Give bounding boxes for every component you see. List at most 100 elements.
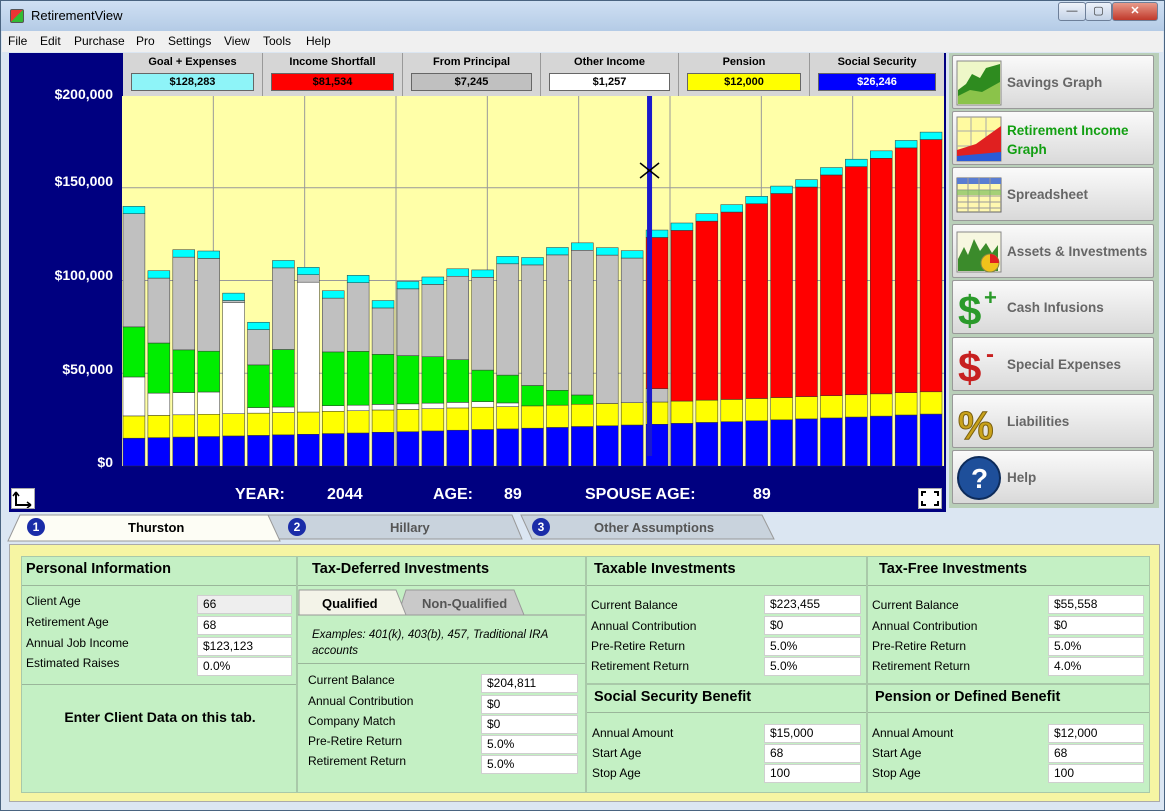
menu-pro[interactable]: Pro bbox=[136, 34, 155, 48]
sidebar-item-special-expenses[interactable]: $ - Special Expenses bbox=[952, 337, 1154, 391]
bar-segment bbox=[346, 282, 370, 352]
subtab-label: Qualified bbox=[322, 596, 378, 611]
tab-thurston[interactable]: 1 Thurston bbox=[10, 514, 276, 539]
bar-segment bbox=[247, 321, 270, 330]
annual-contribution-field[interactable]: $0 bbox=[1048, 616, 1144, 635]
bar-segment bbox=[670, 222, 694, 231]
bar-segment bbox=[496, 402, 519, 407]
company-match-field[interactable]: $0 bbox=[481, 715, 578, 734]
legend-value: $26,246 bbox=[818, 73, 936, 91]
sidebar-item-cash-infusions[interactable]: $ + Cash Infusions bbox=[952, 280, 1154, 334]
tab-other-assumptions[interactable]: 3 Other Assumptions bbox=[522, 514, 772, 539]
start-age-field[interactable]: 68 bbox=[764, 744, 861, 763]
y-tick-label: $50,000 bbox=[62, 361, 113, 377]
current-balance-field[interactable]: $223,455 bbox=[764, 595, 861, 614]
bar-segment bbox=[845, 158, 868, 167]
maximize-button[interactable]: ▢ bbox=[1085, 2, 1112, 21]
bar-segment bbox=[571, 250, 594, 396]
current-balance-label: Current Balance bbox=[308, 673, 395, 687]
subtab-non-qualified[interactable]: Non-Qualified bbox=[408, 590, 518, 615]
current-balance-field[interactable]: $55,558 bbox=[1048, 595, 1144, 614]
stop-age-field[interactable]: 100 bbox=[764, 764, 861, 783]
sidebar-item-label: Assets & Investments bbox=[1007, 244, 1148, 259]
menu-purchase[interactable]: Purchase bbox=[74, 34, 125, 48]
job-income-field[interactable]: $123,123 bbox=[197, 637, 292, 656]
sidebar-item-retirement-income-graph[interactable]: Retirement Income Graph bbox=[952, 111, 1154, 165]
client-age-field[interactable]: 66 bbox=[197, 595, 292, 614]
bar-segment bbox=[446, 359, 469, 403]
menu-view[interactable]: View bbox=[224, 34, 250, 48]
annual-amount-field[interactable]: $12,000 bbox=[1048, 724, 1144, 743]
annual-contribution-field[interactable]: $0 bbox=[764, 616, 861, 635]
bar-segment bbox=[496, 406, 519, 430]
retirement-income-graph-icon bbox=[956, 116, 1002, 162]
retirement-return-field[interactable]: 4.0% bbox=[1048, 657, 1144, 676]
bar-segment bbox=[197, 436, 220, 467]
stop-age-label: Stop Age bbox=[872, 766, 921, 780]
menu-tools[interactable]: Tools bbox=[263, 34, 292, 48]
hint-text: Enter Client Data on this tab. bbox=[64, 709, 256, 725]
sidebar-item-savings-graph[interactable]: Savings Graph bbox=[952, 55, 1154, 109]
bar-segment bbox=[919, 413, 943, 467]
annual-contribution-field[interactable]: $0 bbox=[481, 695, 578, 714]
stop-age-field[interactable]: 100 bbox=[1048, 764, 1144, 783]
annual-amount-field[interactable]: $15,000 bbox=[764, 724, 861, 743]
bar-segment bbox=[272, 349, 295, 408]
bar-segment bbox=[546, 254, 569, 391]
bar-segment bbox=[297, 411, 320, 435]
close-button[interactable]: ✕ bbox=[1112, 2, 1158, 21]
bar-segment bbox=[421, 356, 445, 404]
bar-segment bbox=[795, 186, 818, 397]
sidebar-item-assets-investments[interactable]: Assets & Investments bbox=[952, 224, 1154, 278]
bar-chart-plot[interactable] bbox=[9, 53, 946, 483]
start-age-label: Start Age bbox=[872, 746, 922, 760]
liabilities-icon: % bbox=[958, 404, 995, 446]
bar-segment bbox=[396, 409, 420, 432]
tab-hillary[interactable]: 2 Hillary bbox=[278, 514, 518, 539]
sidebar-item-spreadsheet[interactable]: Spreadsheet bbox=[952, 167, 1154, 221]
retirement-return-field[interactable]: 5.0% bbox=[481, 755, 578, 774]
retirement-age-field[interactable]: 68 bbox=[197, 616, 292, 635]
bar-segment bbox=[845, 416, 868, 467]
sidebar-item-liabilities[interactable]: % Liabilities bbox=[952, 394, 1154, 448]
pre-retire-return-field[interactable]: 5.0% bbox=[481, 735, 578, 754]
divider bbox=[868, 585, 1149, 586]
subtab-qualified[interactable]: Qualified bbox=[308, 590, 398, 615]
y-tick-label: $0 bbox=[97, 454, 113, 470]
fullscreen-icon[interactable] bbox=[918, 488, 942, 509]
personal-information-section: Personal Information Client Age 66 Retir… bbox=[21, 556, 297, 793]
current-balance-field[interactable]: $204,811 bbox=[481, 674, 578, 693]
menu-help[interactable]: Help bbox=[306, 34, 331, 48]
bar-segment bbox=[297, 267, 320, 275]
raises-field[interactable]: 0.0% bbox=[197, 657, 292, 676]
bar-segment bbox=[147, 437, 171, 467]
pre-retire-return-field[interactable]: 5.0% bbox=[764, 637, 861, 656]
pre-retire-return-field[interactable]: 5.0% bbox=[1048, 637, 1144, 656]
retirement-age-label: Retirement Age bbox=[26, 615, 109, 629]
sidebar-item-help[interactable]: ? Help bbox=[952, 450, 1154, 504]
menu-edit[interactable]: Edit bbox=[40, 34, 61, 48]
bar-segment bbox=[770, 193, 793, 398]
bar-segment bbox=[346, 275, 370, 283]
annual-amount-label: Annual Amount bbox=[592, 726, 674, 740]
divider bbox=[587, 712, 866, 713]
bar-segment bbox=[172, 349, 195, 393]
bar-segment bbox=[521, 427, 544, 467]
bar-segment bbox=[770, 185, 793, 194]
bar-segment bbox=[720, 399, 743, 422]
annual-amount-label: Annual Amount bbox=[872, 726, 954, 740]
menu-settings[interactable]: Settings bbox=[168, 34, 212, 48]
bar-segment bbox=[247, 435, 270, 467]
tab-label: Hillary bbox=[390, 520, 430, 535]
bar-segment bbox=[122, 415, 146, 439]
retirement-return-field[interactable]: 5.0% bbox=[764, 657, 861, 676]
start-age-field[interactable]: 68 bbox=[1048, 744, 1144, 763]
bar-segment bbox=[197, 413, 220, 437]
svg-text:$: $ bbox=[958, 344, 981, 388]
bar-segment bbox=[894, 140, 918, 149]
axis-toggle-icon[interactable] bbox=[11, 488, 35, 509]
section-title: Social Security Benefit bbox=[594, 689, 752, 705]
menu-file[interactable]: File bbox=[8, 34, 28, 48]
minimize-button[interactable]: — bbox=[1058, 2, 1086, 21]
